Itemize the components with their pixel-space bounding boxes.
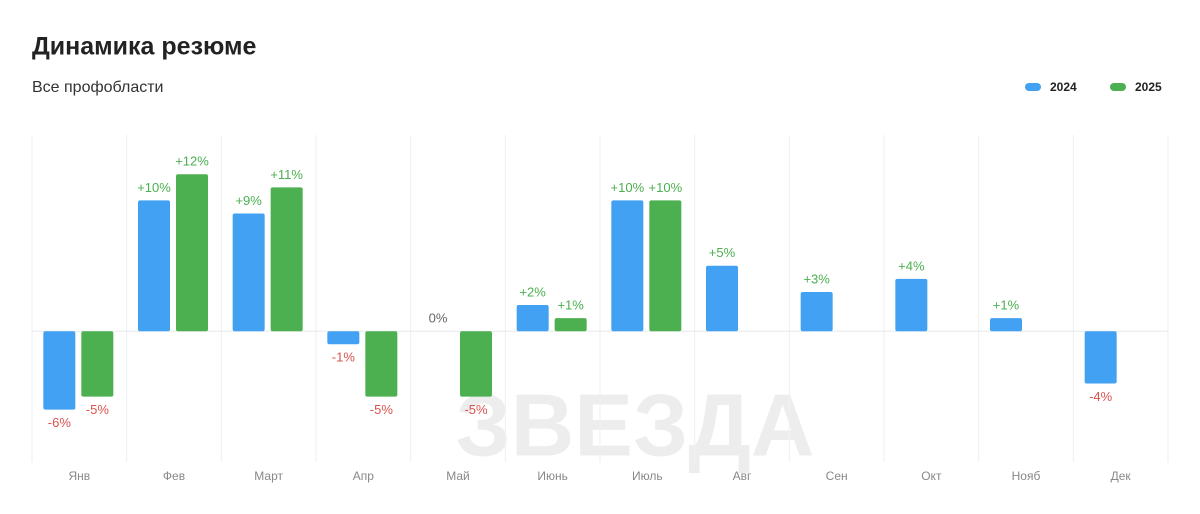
bar (81, 331, 114, 397)
bar (800, 291, 833, 332)
bar (1084, 331, 1117, 384)
bar (232, 213, 265, 332)
x-tick-label: Апр (353, 469, 375, 483)
x-tick-label: Янв (68, 469, 90, 483)
value-label: +4% (898, 258, 925, 273)
bar (611, 200, 644, 332)
x-tick-label: Авг (733, 469, 752, 483)
watermark: ЗВЕЗДА (456, 375, 815, 474)
value-label: +2% (519, 284, 546, 299)
x-tick-label: Июль (632, 469, 663, 483)
bar (516, 305, 549, 332)
value-label: -4% (1089, 389, 1113, 404)
legend-label: 2024 (1050, 80, 1077, 94)
bar (649, 200, 682, 332)
x-tick-label: Май (446, 469, 470, 483)
bar (895, 278, 928, 332)
value-label: +9% (235, 193, 262, 208)
value-label: +11% (270, 167, 303, 182)
value-label: +10% (611, 180, 645, 195)
value-label: +10% (137, 180, 171, 195)
legend-swatch (1110, 83, 1126, 91)
x-tick-label: Фев (163, 469, 185, 483)
value-label: -1% (332, 350, 356, 365)
value-label: +1% (993, 298, 1020, 313)
value-label: +3% (803, 271, 830, 286)
x-tick-label: Дек (1111, 469, 1132, 483)
bar (706, 265, 738, 332)
x-tick-label: Окт (921, 469, 942, 483)
value-label: +12% (175, 154, 209, 169)
value-label: -5% (86, 402, 110, 417)
x-tick-label: Июнь (537, 469, 568, 483)
bar (460, 331, 492, 397)
value-label: +1% (557, 298, 584, 313)
x-tick-label: Март (254, 469, 283, 483)
bar (990, 318, 1022, 332)
value-label: 0% (429, 311, 448, 326)
value-label: -6% (48, 415, 72, 430)
chart-title: Динамика резюме (32, 33, 257, 61)
bar (554, 318, 587, 332)
bar (327, 331, 360, 345)
bar (270, 187, 303, 332)
bar (43, 331, 76, 410)
value-label: +10% (649, 180, 683, 195)
bar (176, 174, 208, 332)
x-tick-label: Нояб (1012, 469, 1041, 483)
legend-label: 2025 (1135, 80, 1162, 94)
value-label: -5% (370, 402, 394, 417)
value-label: +5% (709, 245, 736, 260)
value-label: -5% (464, 402, 488, 417)
chart-subtitle: Все профобласти (32, 79, 163, 96)
bar (365, 331, 398, 397)
bar (138, 200, 170, 332)
legend-swatch (1025, 83, 1041, 91)
x-tick-label: Сен (826, 469, 848, 483)
